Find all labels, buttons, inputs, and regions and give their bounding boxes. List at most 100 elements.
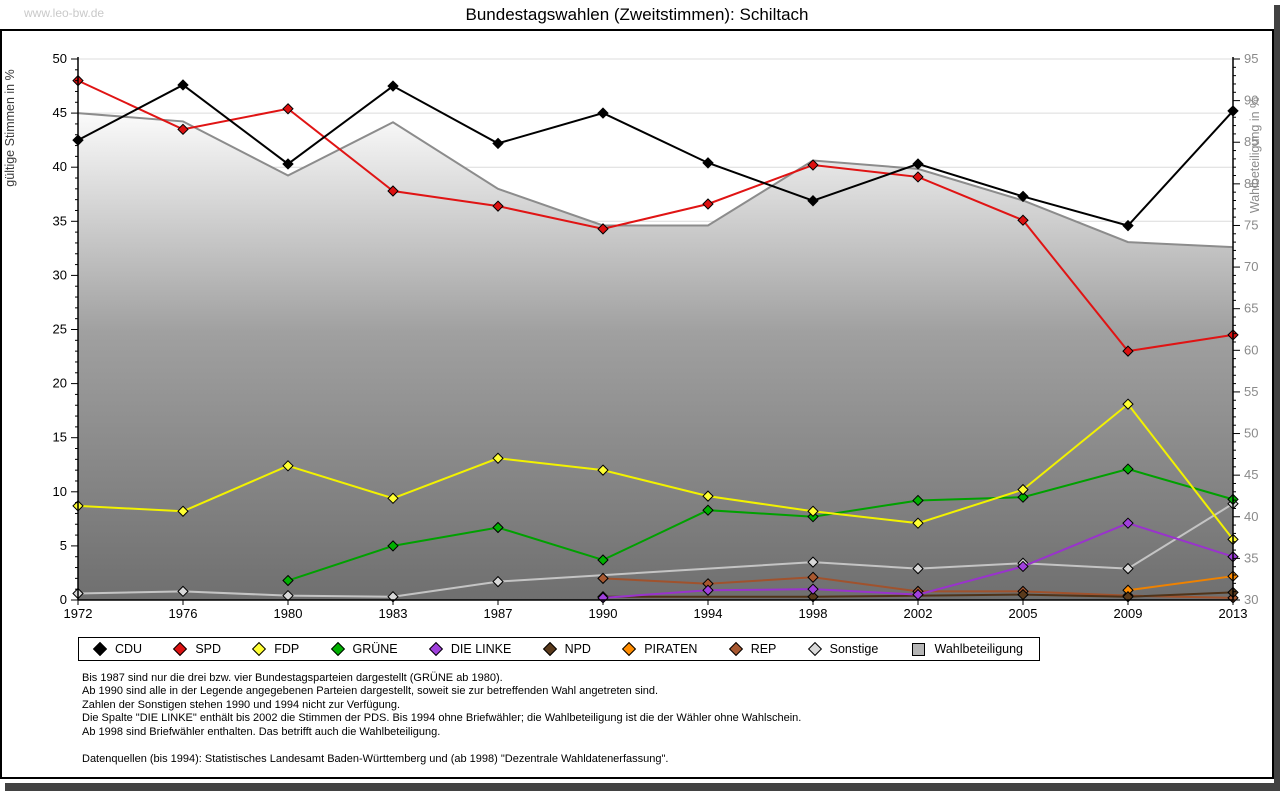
svg-text:25: 25 <box>53 322 67 337</box>
legend-item-NPD: NPD <box>542 641 591 657</box>
x-label: 2009 <box>1114 606 1143 621</box>
x-label: 1976 <box>169 606 198 621</box>
series-line-Sonstige <box>77 502 1234 598</box>
marker-FDP <box>912 517 924 529</box>
marker-FDP <box>1122 398 1134 410</box>
diamond-marker-icon <box>173 641 188 657</box>
x-label: 1990 <box>589 606 618 621</box>
legend-label: DIE LINKE <box>450 642 512 656</box>
svg-text:60: 60 <box>1244 342 1258 357</box>
marker-CDU <box>702 157 714 169</box>
marker-CDU <box>1017 190 1029 203</box>
marker-GRÜNE <box>1122 463 1134 475</box>
x-label: 1987 <box>484 606 513 621</box>
left-axis-title: gültige Stimmen in % <box>3 69 17 186</box>
legend: CDU SPD FDP GRÜNE DIE LINKE NPD PIRATEN REP Sons… <box>78 637 1040 661</box>
svg-text:85: 85 <box>1244 134 1258 149</box>
series-line-FDP <box>77 402 1234 541</box>
marker-GRÜNE <box>492 521 504 534</box>
data-source-line: Datenquellen (bis 1994): Statistisches L… <box>82 753 669 765</box>
svg-text:70: 70 <box>1244 259 1258 274</box>
marker-Sonstige <box>912 562 924 575</box>
svg-text:50: 50 <box>53 51 67 66</box>
svg-text:15: 15 <box>53 430 67 445</box>
marker-CDU <box>282 158 294 170</box>
legend-item-Sonstige: Sonstige <box>807 641 879 657</box>
legend-item-Wahlbeteiligung: Wahlbeteiligung <box>911 642 1023 656</box>
marker-SPD <box>177 123 189 136</box>
legend-label: Wahlbeteiligung <box>934 642 1023 656</box>
square-marker-icon <box>911 642 925 656</box>
marker-GRÜNE <box>702 504 714 516</box>
marker-Sonstige <box>492 575 504 588</box>
x-label: 1983 <box>379 606 408 621</box>
svg-text:10: 10 <box>53 484 67 499</box>
x-label: 2005 <box>1009 606 1038 621</box>
turnout-area <box>78 113 1233 600</box>
svg-text:45: 45 <box>53 105 67 120</box>
svg-text:30: 30 <box>53 267 67 282</box>
diamond-marker-icon <box>807 641 822 657</box>
svg-text:30: 30 <box>1244 592 1258 607</box>
legend-label: NPD <box>564 642 591 656</box>
marker-FDP <box>702 490 714 502</box>
marker-DIE LINKE <box>1122 517 1134 529</box>
marker-GRÜNE <box>912 494 924 507</box>
diamond-marker-icon <box>428 641 443 657</box>
marker-SPD <box>702 198 714 210</box>
legend-label: SPD <box>195 642 222 656</box>
legend-item-PIRATEN: PIRATEN <box>622 641 698 657</box>
marker-FDP <box>177 505 189 517</box>
marker-FDP <box>1017 483 1029 496</box>
marker-REP <box>807 571 819 583</box>
right-axis-title: Wahlbeteiligung in % <box>1248 97 1262 213</box>
marker-FDP <box>282 460 294 472</box>
marker-GRÜNE <box>387 540 399 552</box>
marker-CDU <box>387 80 399 92</box>
x-label: 1980 <box>274 606 303 621</box>
svg-text:35: 35 <box>53 213 67 228</box>
svg-text:95: 95 <box>1244 51 1258 66</box>
marker-DIE LINKE <box>702 584 714 596</box>
svg-text:80: 80 <box>1244 176 1258 191</box>
series-line-GRÜNE <box>287 468 1234 582</box>
marker-FDP <box>387 492 399 504</box>
chart-panel: 0 5 10 15 20 25 30 35 40 45 50 30 35 40 45 50 55 60 65 70 75… <box>0 29 1274 779</box>
turnout-line <box>77 112 1234 249</box>
diamond-marker-icon <box>728 641 743 657</box>
marker-SPD <box>1017 214 1029 226</box>
diamond-marker-icon <box>330 641 345 657</box>
marker-FDP <box>597 464 609 476</box>
marker-REP <box>597 572 609 585</box>
legend-label: Sonstige <box>829 642 879 656</box>
svg-text:5: 5 <box>60 538 67 553</box>
footnotes: Bis 1987 sind nur die drei bzw. vier Bun… <box>82 672 801 739</box>
watermark-url: www.leo-bw.de <box>24 6 105 20</box>
marker-SPD <box>282 103 294 115</box>
x-label: 1972 <box>64 606 93 621</box>
footnote-line: Bis 1987 sind nur die drei bzw. vier Bun… <box>82 672 503 684</box>
frame-shadow-bottom <box>5 783 1274 791</box>
marker-DIE LINKE <box>1017 560 1029 573</box>
series-line-SPD <box>77 79 1234 353</box>
chart-title: Bundestagswahlen (Zweitstimmen): Schilta… <box>465 5 809 24</box>
x-label: 1998 <box>799 606 828 621</box>
marker-CDU <box>177 79 189 91</box>
marker-GRÜNE <box>282 574 294 587</box>
marker-CDU <box>807 195 819 207</box>
marker-Sonstige <box>807 556 819 568</box>
marker-CDU <box>597 107 609 119</box>
svg-text:75: 75 <box>1244 217 1258 232</box>
legend-label: REP <box>750 642 777 656</box>
legend-label: PIRATEN <box>644 642 698 656</box>
marker-SPD <box>597 223 609 235</box>
legend-label: CDU <box>115 642 143 656</box>
x-label: 2002 <box>904 606 933 621</box>
svg-text:35: 35 <box>1244 550 1258 565</box>
svg-text:40: 40 <box>1244 509 1258 524</box>
x-label: 2013 <box>1219 606 1248 621</box>
svg-text:90: 90 <box>1244 93 1258 108</box>
svg-text:40: 40 <box>53 159 67 174</box>
series-line-CDU <box>77 83 1234 227</box>
